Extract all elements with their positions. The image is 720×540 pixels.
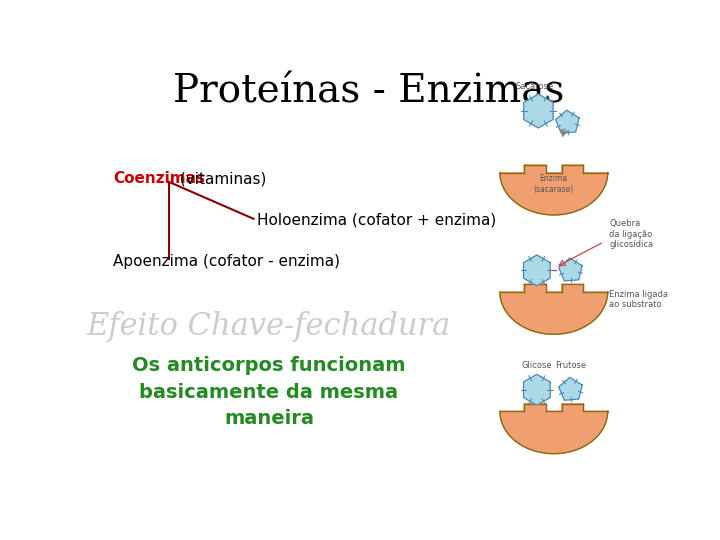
Text: Sacarose: Sacarose	[516, 82, 554, 91]
Polygon shape	[523, 374, 550, 405]
Text: (vitaminas): (vitaminas)	[175, 171, 266, 186]
Text: Frutose: Frutose	[555, 361, 586, 369]
Polygon shape	[500, 404, 608, 454]
Text: Quebra
da ligação
glicosídica: Quebra da ligação glicosídica	[609, 219, 653, 249]
Polygon shape	[500, 165, 608, 215]
Text: Glicose: Glicose	[521, 361, 552, 369]
Polygon shape	[523, 255, 550, 286]
Text: Apoenzima (cofator - enzima): Apoenzima (cofator - enzima)	[113, 254, 341, 268]
Text: Proteínas - Enzimas: Proteínas - Enzimas	[174, 73, 564, 110]
Text: Enzima
(sacarase): Enzima (sacarase)	[534, 174, 574, 194]
Text: Coenzimas: Coenzimas	[113, 171, 205, 186]
Text: Efeito Chave-fechadura: Efeito Chave-fechadura	[87, 311, 451, 342]
Polygon shape	[559, 377, 582, 400]
Polygon shape	[559, 258, 582, 281]
Polygon shape	[556, 110, 579, 133]
Text: Enzima ligada
ao substrato: Enzima ligada ao substrato	[609, 290, 668, 309]
Text: Holoenzima (cofator + enzima): Holoenzima (cofator + enzima)	[257, 213, 497, 228]
Polygon shape	[500, 285, 608, 334]
Polygon shape	[523, 94, 553, 128]
Text: Os anticorpos funcionam
basicamente da mesma
maneira: Os anticorpos funcionam basicamente da m…	[132, 356, 405, 428]
